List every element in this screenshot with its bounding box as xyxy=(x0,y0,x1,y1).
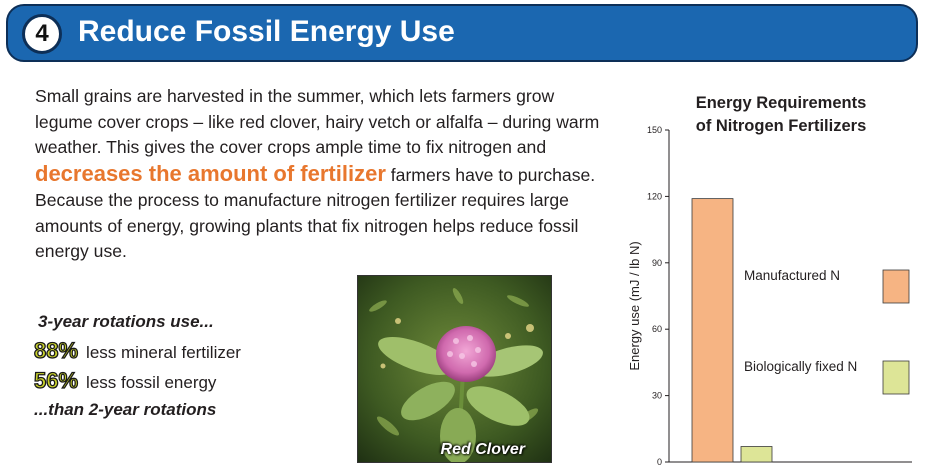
chart-title-line: of Nitrogen Fertilizers xyxy=(695,117,867,135)
section-banner: 4 Reduce Fossil Energy Use xyxy=(6,4,918,62)
energy-bar-chart: 0 30 60 90 120 150 Energy use (mJ / lb N) Manuf… xyxy=(627,125,912,467)
body-highlight: decreases the amount of fertilizer xyxy=(35,160,386,186)
section-title: Reduce Fossil Energy Use xyxy=(78,15,455,48)
y-tick-label: 150 xyxy=(647,125,662,135)
body-text-end: farmers have to purchase. Because the pr… xyxy=(35,164,596,262)
stat-row-fertilizer: 88% less mineral fertilizer xyxy=(33,337,354,368)
bar xyxy=(740,446,773,463)
stat-percent: 56% xyxy=(33,367,79,393)
stat-label: less mineral fertilizer xyxy=(86,343,241,362)
rotation-stats: 3-year rotations use... 88% less mineral… xyxy=(33,312,354,420)
y-axis-label: Energy use (mJ / lb N) xyxy=(627,241,642,370)
stat-percent: 88% xyxy=(33,337,79,363)
stat-row-energy: 56% less fossil energy xyxy=(33,367,354,398)
clover-illustration-icon xyxy=(358,276,551,462)
y-tick-label: 90 xyxy=(652,258,662,268)
stat-label: less fossil energy xyxy=(86,373,217,392)
y-tick-label: 120 xyxy=(647,191,662,201)
chart-title-line: Energy Requirements xyxy=(695,94,867,112)
photo-caption: Red Clover xyxy=(440,441,525,458)
legend-label: Manufactured N xyxy=(744,268,840,283)
stats-footer: ...than 2-year rotations xyxy=(34,400,217,419)
red-clover-photo: Red Clover xyxy=(357,275,552,463)
y-tick-label: 60 xyxy=(652,324,662,334)
stats-heading: 3-year rotations use... xyxy=(38,312,214,331)
legend-swatch xyxy=(882,269,910,304)
body-paragraph: Small grains are harvested in the summer… xyxy=(35,84,610,265)
bar xyxy=(691,198,734,463)
section-number: 4 xyxy=(22,14,62,54)
legend-label: Biologically fixed N xyxy=(744,359,857,374)
body-text-start: Small grains are harvested in the summer… xyxy=(35,86,600,157)
y-tick-label: 30 xyxy=(652,391,662,401)
legend-swatch xyxy=(882,360,910,395)
chart-title: Energy Requirements of Nitrogen Fertiliz… xyxy=(650,92,912,138)
y-tick-label: 0 xyxy=(657,457,662,467)
